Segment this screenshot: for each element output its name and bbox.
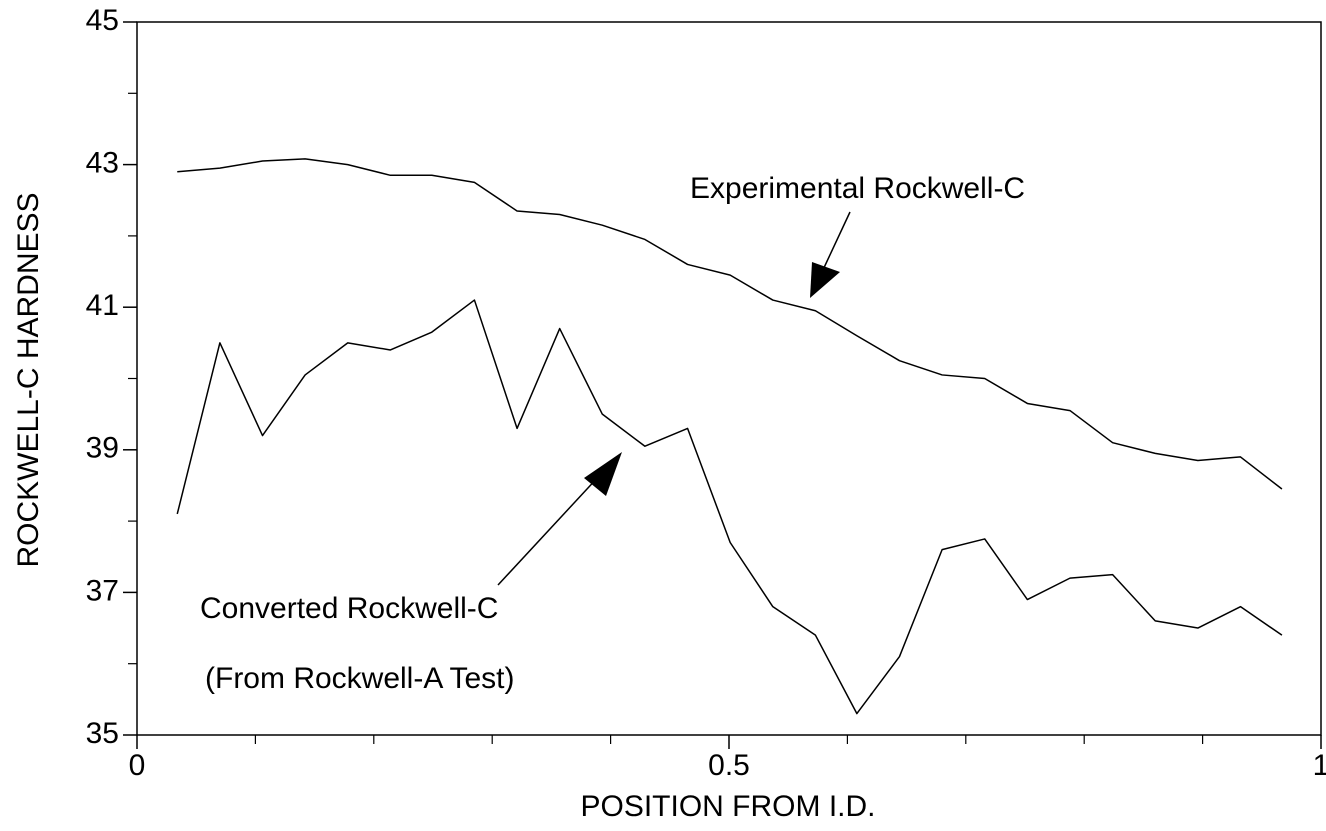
y-tick-label: 41 xyxy=(86,289,119,322)
x-tick-label: 1 xyxy=(1313,749,1326,782)
annotation: Experimental Rockwell-C xyxy=(690,172,1025,205)
x-tick-label: 0.5 xyxy=(708,749,750,782)
y-tick-label: 43 xyxy=(86,147,119,180)
series-line xyxy=(176,299,1283,715)
series-line xyxy=(177,158,1283,490)
y-tick-label: 35 xyxy=(86,717,119,750)
plot-frame xyxy=(136,21,1322,736)
annotation: (From Rockwell-A Test) xyxy=(205,662,515,695)
x-axis-label: POSITION FROM I.D. xyxy=(580,790,875,823)
y-axis-label: ROCKWELL-C HARDNESS xyxy=(12,192,45,567)
y-tick-label: 37 xyxy=(86,574,119,607)
arrow xyxy=(497,452,622,586)
arrow xyxy=(810,211,851,298)
x-tick-label: 0 xyxy=(129,749,146,782)
y-tick-label: 39 xyxy=(86,432,119,465)
y-tick-label: 45 xyxy=(86,4,119,37)
annotation: Converted Rockwell-C xyxy=(200,592,498,625)
